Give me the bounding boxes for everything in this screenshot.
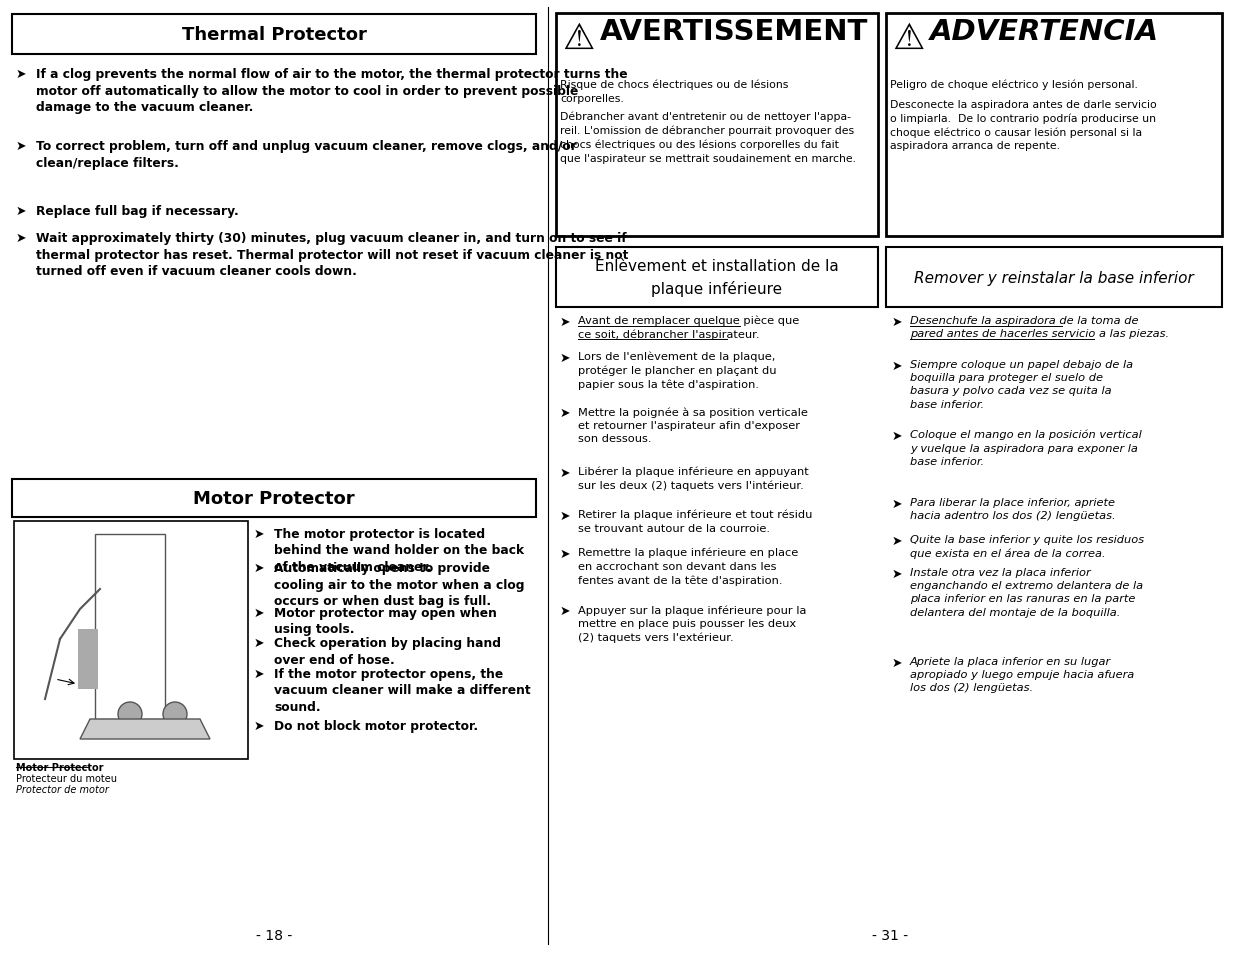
Text: The motor protector is located
behind the wand holder on the back
of the vacuum : The motor protector is located behind th… (274, 527, 524, 574)
Bar (885, 248, 1221, 308)
Polygon shape (80, 720, 210, 740)
Text: Thermal Protector: Thermal Protector (182, 26, 367, 44)
Text: Remettre la plaque inférieure en place
en accrochant son devant dans les
fentes : Remettre la plaque inférieure en place e… (578, 547, 798, 585)
Text: Apriete la placa inferior en su lugar
apropiado y luego empuje hacia afuera
los : Apriete la placa inferior en su lugar ap… (910, 657, 1134, 693)
Bar (95, 535, 165, 720)
Text: Appuyer sur la plaque inférieure pour la
mettre en place puis pousser les deux
(: Appuyer sur la plaque inférieure pour la… (578, 604, 806, 642)
Circle shape (163, 702, 186, 726)
Text: Replace full bag if necessary.: Replace full bag if necessary. (36, 205, 238, 218)
Text: ➤: ➤ (16, 140, 26, 152)
Bar (12, 15, 536, 55)
Text: ➤: ➤ (16, 232, 26, 245)
Text: Remover y reinstalar la base inferior: Remover y reinstalar la base inferior (914, 271, 1194, 285)
Bar (556, 14, 878, 236)
Text: Coloque el mango en la posición vertical
y vuelque la aspiradora para exponer la: Coloque el mango en la posición vertical… (910, 430, 1141, 466)
Text: Instale otra vez la placa inferior
enganchando el extremo delantera de la
placa : Instale otra vez la placa inferior engan… (910, 567, 1144, 617)
Text: ⚠: ⚠ (892, 22, 924, 56)
Text: Siempre coloque un papel debajo de la
boquilla para proteger el suelo de
basura : Siempre coloque un papel debajo de la bo… (910, 359, 1134, 409)
Text: Desconecte la aspiradora antes de darle servicio
o limpiarla.  De lo contrario p: Desconecte la aspiradora antes de darle … (890, 100, 1157, 151)
Text: ➤: ➤ (254, 606, 264, 619)
Text: If the motor protector opens, the
vacuum cleaner will make a different
sound.: If the motor protector opens, the vacuum… (274, 667, 531, 713)
Text: ➤: ➤ (559, 547, 571, 560)
Text: ➤: ➤ (892, 430, 903, 442)
Bar (12, 479, 536, 517)
Text: ➤: ➤ (254, 527, 264, 540)
Text: ➤: ➤ (559, 407, 571, 419)
Text: ➤: ➤ (254, 720, 264, 732)
Text: ➤: ➤ (559, 510, 571, 522)
Bar (556, 248, 878, 308)
Text: Protector de motor: Protector de motor (16, 784, 109, 794)
Bar (14, 521, 248, 760)
Text: Retirer la plaque inférieure et tout résidu
se trouvant autour de la courroie.: Retirer la plaque inférieure et tout rés… (578, 510, 813, 533)
Text: ➤: ➤ (559, 604, 571, 618)
Circle shape (119, 702, 142, 726)
Text: Mettre la poignée à sa position verticale
et retourner l'aspirateur afin d'expos: Mettre la poignée à sa position vertical… (578, 407, 808, 443)
Text: Débrancher avant d'entretenir ou de nettoyer l'appa-
reil. L'omission de débranc: Débrancher avant d'entretenir ou de nett… (559, 112, 856, 163)
Text: AVERTISSEMENT: AVERTISSEMENT (600, 18, 868, 46)
Text: Para liberar la place inferior, apriete
hacia adentro los dos (2) lengüetas.: Para liberar la place inferior, apriete … (910, 497, 1115, 520)
Text: ➤: ➤ (892, 315, 903, 329)
Text: Risque de chocs électriques ou de lésions
corporelles.: Risque de chocs électriques ou de lésion… (559, 80, 788, 104)
Bar (78, 629, 98, 689)
Text: ➤: ➤ (254, 667, 264, 680)
Text: ➤: ➤ (892, 657, 903, 669)
Text: ➤: ➤ (559, 315, 571, 329)
Text: Motor Protector: Motor Protector (193, 490, 354, 507)
Text: ➤: ➤ (892, 359, 903, 373)
Text: - 18 -: - 18 - (256, 928, 293, 942)
Text: ➤: ➤ (892, 497, 903, 511)
Text: ➤: ➤ (559, 467, 571, 479)
Text: Do not block motor protector.: Do not block motor protector. (274, 720, 478, 732)
Text: ⚠: ⚠ (562, 22, 594, 56)
Text: ➤: ➤ (254, 561, 264, 575)
Text: ➤: ➤ (559, 352, 571, 365)
Bar (885, 14, 1221, 236)
Text: - 31 -: - 31 - (872, 928, 908, 942)
Text: Libérer la plaque inférieure en appuyant
sur les deux (2) taquets vers l'intérie: Libérer la plaque inférieure en appuyant… (578, 467, 809, 491)
Text: ADVERTENCIA: ADVERTENCIA (930, 18, 1158, 46)
Text: Enlèvement et installation de la
plaque inférieure: Enlèvement et installation de la plaque … (595, 259, 839, 296)
Text: If a clog prevents the normal flow of air to the motor, the thermal protector tu: If a clog prevents the normal flow of ai… (36, 68, 627, 113)
Text: Lors de l'enlèvement de la plaque,
protéger le plancher en plaçant du
papier sou: Lors de l'enlèvement de la plaque, proté… (578, 352, 777, 390)
Text: ➤: ➤ (16, 68, 26, 81)
Text: Check operation by placing hand
over end of hose.: Check operation by placing hand over end… (274, 637, 501, 666)
Text: Protecteur du moteu: Protecteur du moteu (16, 773, 117, 783)
Text: Motor Protector: Motor Protector (16, 762, 104, 772)
Text: ➤: ➤ (16, 205, 26, 218)
Text: ➤: ➤ (892, 535, 903, 547)
Text: To correct problem, turn off and unplug vacuum cleaner, remove clogs, and/or
cle: To correct problem, turn off and unplug … (36, 140, 577, 170)
Text: ➤: ➤ (892, 567, 903, 580)
Text: Quite la base inferior y quite los residuos
que exista en el área de la correa.: Quite la base inferior y quite los resid… (910, 535, 1144, 558)
Text: Wait approximately thirty (30) minutes, plug vacuum cleaner in, and turn on to s: Wait approximately thirty (30) minutes, … (36, 232, 629, 277)
Text: Motor protector may open when
using tools.: Motor protector may open when using tool… (274, 606, 496, 636)
Text: Desenchufe la aspiradora de la toma de
pared antes de hacerles servicio a las pi: Desenchufe la aspiradora de la toma de p… (910, 315, 1170, 339)
Text: Avant de remplacer quelque pièce que
ce soit, débrancher l'aspirateur.: Avant de remplacer quelque pièce que ce … (578, 315, 799, 340)
Text: Automatically opens to provide
cooling air to the motor when a clog
occurs or wh: Automatically opens to provide cooling a… (274, 561, 525, 607)
Text: ➤: ➤ (254, 637, 264, 649)
Text: Peligro de choque eléctrico y lesión personal.: Peligro de choque eléctrico y lesión per… (890, 80, 1137, 91)
